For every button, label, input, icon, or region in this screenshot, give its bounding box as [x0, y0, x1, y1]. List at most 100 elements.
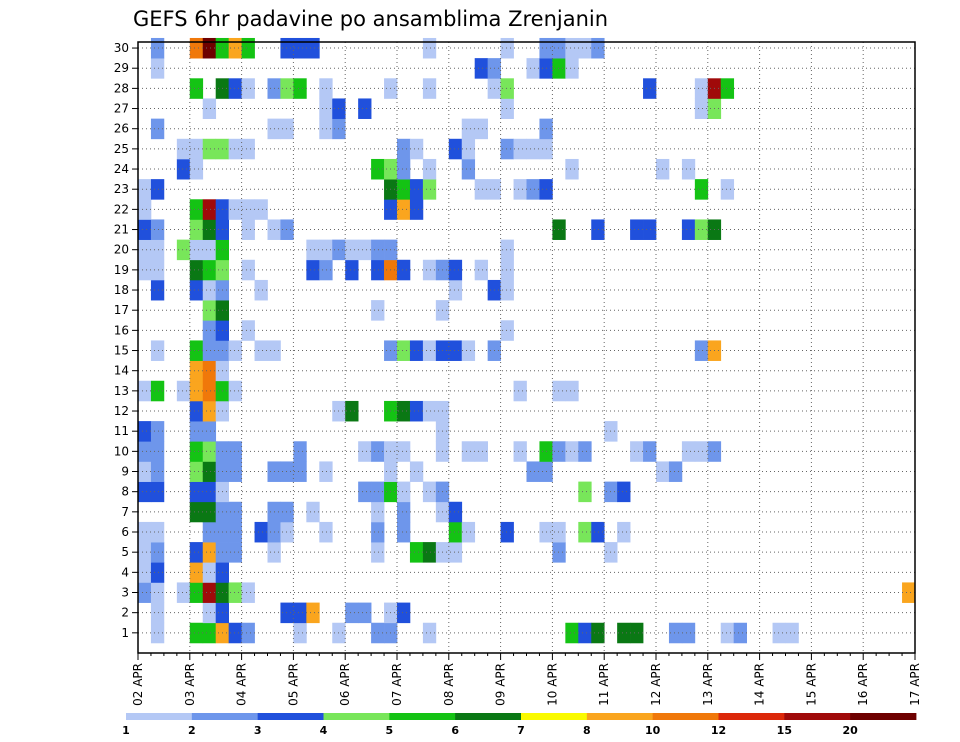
y-tick-label: 11 — [114, 424, 129, 438]
y-tick-label: 10 — [114, 444, 129, 458]
cell — [150, 521, 165, 543]
cell — [228, 582, 242, 603]
cell — [552, 542, 566, 563]
cell — [397, 158, 411, 180]
cell — [228, 501, 242, 523]
cell — [319, 118, 333, 140]
cell — [202, 300, 217, 321]
legend-swatch — [191, 713, 259, 720]
cell — [630, 622, 644, 644]
cell — [202, 622, 217, 644]
legend-swatch — [455, 713, 522, 720]
x-tick-label: 15 APR — [804, 663, 818, 706]
cell — [189, 219, 204, 240]
legend-swatch — [586, 713, 654, 720]
cell — [241, 320, 255, 341]
cell — [306, 602, 320, 624]
cell — [720, 78, 735, 99]
cell — [500, 37, 514, 59]
cell — [228, 521, 242, 543]
y-tick-label: 27 — [114, 102, 129, 116]
cell — [138, 562, 152, 583]
cell — [448, 521, 463, 543]
cell — [202, 98, 217, 119]
cell — [280, 461, 294, 482]
cell — [397, 340, 411, 361]
x-tick-label: 09 APR — [494, 663, 508, 706]
cell — [358, 481, 372, 503]
cell — [500, 239, 514, 261]
y-tick-label: 21 — [114, 223, 129, 237]
cell — [448, 279, 463, 301]
y-tick-label: 18 — [114, 283, 129, 297]
cell — [189, 78, 204, 99]
cell — [189, 37, 204, 59]
cell — [189, 622, 204, 644]
y-tick-label: 16 — [114, 323, 129, 337]
y-tick-label: 6 — [121, 525, 129, 539]
cell — [150, 58, 165, 79]
cell — [228, 199, 242, 220]
cell — [189, 259, 204, 281]
cell — [138, 542, 152, 563]
cell — [254, 521, 268, 543]
cell — [202, 37, 217, 59]
cell — [189, 400, 204, 422]
cell — [319, 521, 333, 543]
cell — [422, 542, 437, 563]
legend-label: 5 — [386, 724, 394, 737]
cell — [138, 582, 152, 603]
cell — [254, 199, 268, 220]
x-tick-label: 11 APR — [597, 663, 611, 706]
cell — [138, 421, 152, 442]
cell — [280, 37, 294, 59]
cell — [189, 501, 204, 523]
cell — [397, 481, 411, 503]
cell — [617, 481, 631, 503]
cell — [409, 199, 424, 220]
cell — [461, 138, 476, 160]
cell — [202, 360, 217, 382]
y-tick-label: 2 — [121, 606, 129, 620]
x-tick-label: 03 APR — [183, 663, 197, 706]
cell — [500, 138, 514, 160]
cell — [409, 138, 424, 160]
cell — [228, 78, 242, 99]
cell — [371, 239, 385, 261]
cell — [189, 279, 204, 301]
cell — [150, 582, 165, 603]
cell — [422, 78, 437, 99]
cell — [694, 179, 709, 200]
cell — [150, 118, 165, 140]
chart-title: GEFS 6hr padavine po ansamblima Zrenjani… — [133, 7, 608, 31]
cell — [720, 622, 735, 644]
y-tick-label: 13 — [114, 384, 129, 398]
cell — [280, 602, 294, 624]
cell — [306, 37, 320, 59]
cell — [409, 400, 424, 422]
cell — [397, 441, 411, 462]
y-tick-label: 5 — [121, 545, 129, 559]
legend-swatch — [389, 713, 456, 720]
cell — [772, 622, 786, 644]
y-tick-label: 12 — [114, 404, 129, 418]
cell — [500, 320, 514, 341]
x-tick-label: 16 APR — [856, 663, 870, 706]
cell — [371, 481, 385, 503]
cell — [591, 622, 605, 644]
cell — [202, 279, 217, 301]
cell — [448, 542, 463, 563]
cell — [371, 158, 385, 180]
cell — [397, 501, 411, 523]
cell — [500, 78, 514, 99]
y-tick-label: 28 — [114, 81, 129, 95]
cell — [694, 78, 709, 99]
y-tick-label: 8 — [121, 485, 129, 499]
cell — [150, 562, 165, 583]
cell — [150, 481, 165, 503]
cell — [526, 138, 540, 160]
cell — [565, 37, 579, 59]
cell — [902, 582, 916, 603]
cell — [150, 179, 165, 200]
